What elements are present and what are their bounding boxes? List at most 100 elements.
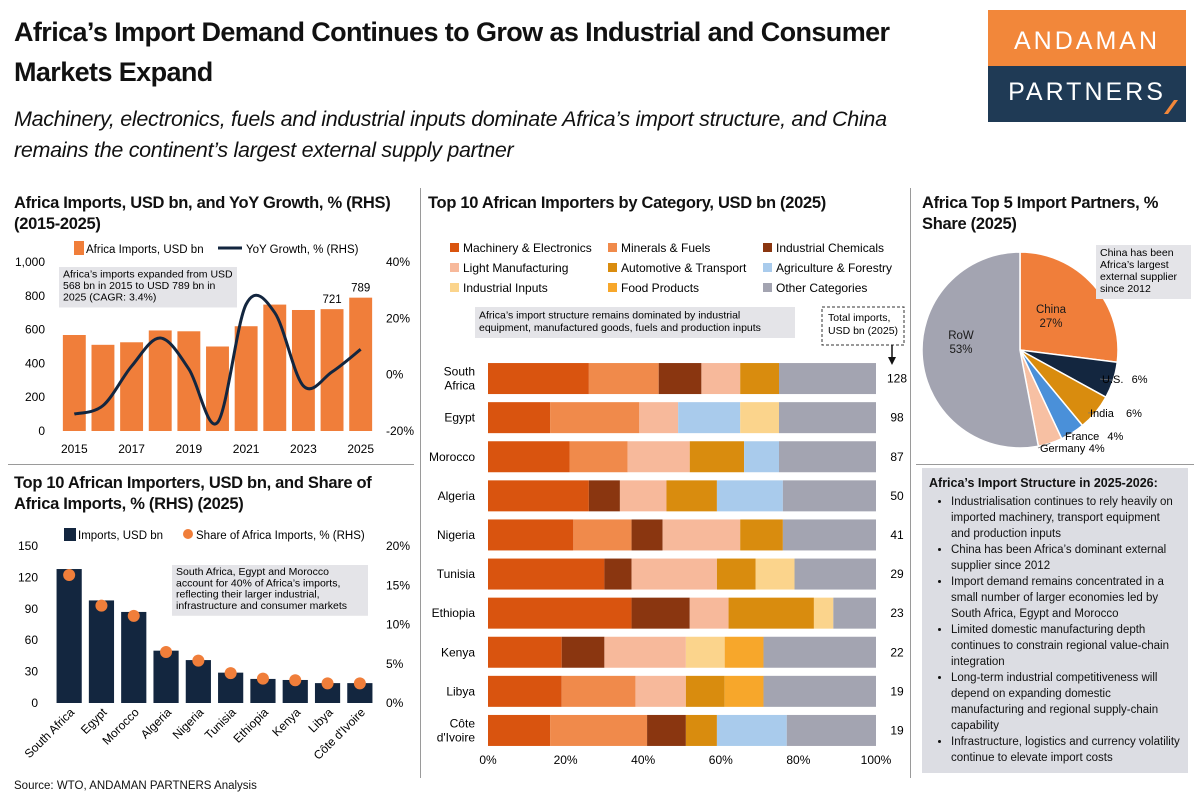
row-total: 19 bbox=[890, 723, 904, 737]
segment-other bbox=[779, 363, 876, 395]
point-share bbox=[224, 667, 237, 680]
slice-name: U.S. bbox=[1102, 374, 1123, 386]
row-total: 50 bbox=[890, 489, 904, 503]
segment-light_mfg bbox=[689, 597, 729, 629]
segment-other bbox=[833, 597, 876, 629]
bar-imports-2018 bbox=[148, 330, 172, 431]
slice-name: Germany bbox=[1040, 443, 1086, 455]
row-label: Morocco bbox=[429, 450, 475, 464]
x-tick-label: Kenya bbox=[269, 705, 303, 739]
slice-value: 53% bbox=[949, 344, 972, 356]
logo-line-2: PARTNERS bbox=[988, 66, 1186, 122]
row-label: Libya bbox=[446, 684, 475, 698]
row-total: 29 bbox=[890, 567, 904, 581]
y-tick-label: 90 bbox=[25, 602, 39, 616]
bar-c-te-d-ivoire bbox=[347, 683, 373, 703]
divider-left bbox=[420, 188, 421, 778]
y-tick-label: 0 bbox=[31, 696, 38, 710]
segment-machinery bbox=[488, 480, 589, 512]
slice-name: China bbox=[1036, 304, 1067, 316]
segment-machinery bbox=[488, 363, 589, 395]
chart4-annotation: China has been Africa’s largest external s… bbox=[1100, 247, 1178, 295]
slice-name: India bbox=[1090, 408, 1115, 420]
row-total: 98 bbox=[890, 411, 904, 425]
bar-imports-2017 bbox=[120, 342, 144, 431]
point-share bbox=[63, 569, 76, 582]
bar-imports-2023 bbox=[291, 309, 315, 431]
segment-chemicals bbox=[561, 636, 605, 668]
segment-agriculture bbox=[678, 402, 741, 434]
y-tick-label: 0 bbox=[38, 424, 45, 438]
x-tick-label: 40% bbox=[631, 753, 655, 767]
segment-industrial_inputs bbox=[813, 597, 834, 629]
legend-swatch-other bbox=[763, 283, 772, 292]
segment-minerals bbox=[550, 402, 640, 434]
line-yoy-growth bbox=[73, 293, 362, 426]
legend-label-food: Food Products bbox=[621, 281, 699, 295]
x-tick-label: Algeria bbox=[138, 705, 175, 742]
row-total: 128 bbox=[887, 372, 907, 386]
chart2-title: Top 10 African Importers, USD bn, and Sh… bbox=[14, 474, 372, 513]
segment-light_mfg bbox=[635, 675, 686, 707]
row-total: 87 bbox=[890, 450, 904, 464]
segment-minerals bbox=[569, 441, 628, 473]
data-label: 721 bbox=[322, 294, 341, 306]
takeaway-item: China has been Africa’s dominant externa… bbox=[951, 542, 1182, 574]
slice-value: 4% bbox=[1089, 443, 1105, 455]
takeaway-item: Import demand remains concentrated in a … bbox=[951, 574, 1182, 622]
y-tick-label: 600 bbox=[25, 323, 45, 337]
segment-automotive bbox=[740, 363, 779, 395]
chart-import-categories: Machinery & Electronics Minerals & Fuels I… bbox=[429, 241, 907, 767]
segment-automotive bbox=[728, 597, 814, 629]
legend-swatch-chemicals bbox=[763, 243, 772, 252]
segment-light_mfg bbox=[619, 480, 667, 512]
legend-label-minerals: Minerals & Fuels bbox=[621, 241, 710, 255]
x-tick-label: 2021 bbox=[233, 442, 260, 456]
slice-row bbox=[921, 251, 1040, 449]
segment-light_mfg bbox=[639, 402, 679, 434]
y2-tick-label: -20% bbox=[386, 424, 414, 438]
segment-machinery bbox=[488, 441, 570, 473]
point-share bbox=[95, 599, 108, 612]
slice-china bbox=[1019, 251, 1119, 364]
segment-chemicals bbox=[658, 363, 702, 395]
row-total: 41 bbox=[890, 528, 904, 542]
segment-other bbox=[779, 441, 876, 473]
point-share bbox=[256, 672, 269, 685]
row-label: Algeria bbox=[438, 489, 476, 503]
segment-industrial_inputs bbox=[685, 636, 725, 668]
page-subtitle: Machinery, electronics, fuels and indust… bbox=[14, 107, 887, 162]
segment-other bbox=[782, 519, 876, 551]
slice-value: 27% bbox=[1039, 318, 1062, 330]
segment-light_mfg bbox=[701, 363, 741, 395]
y-tick-label: 400 bbox=[25, 356, 45, 370]
segment-machinery bbox=[488, 558, 605, 590]
slice-value: 6% bbox=[1126, 408, 1142, 420]
y2-tick-label: 5% bbox=[386, 657, 404, 671]
segment-other bbox=[782, 480, 876, 512]
x-tick-label: 2019 bbox=[176, 442, 203, 456]
segment-automotive bbox=[689, 441, 745, 473]
slice-name: France bbox=[1065, 431, 1099, 443]
segment-other bbox=[794, 558, 876, 590]
bar-egypt bbox=[88, 600, 115, 703]
segment-other bbox=[786, 714, 876, 746]
data-label: 789 bbox=[351, 283, 370, 295]
chart1-title: Africa Imports, USD bn, and YoY Growth, … bbox=[14, 194, 391, 233]
takeaway-item: Limited domestic manufacturing depth con… bbox=[951, 622, 1182, 670]
legend-label-machinery: Machinery & Electronics bbox=[463, 241, 592, 255]
y2-tick-label: 40% bbox=[386, 255, 410, 269]
segment-agriculture bbox=[716, 714, 787, 746]
legend-swatch-food bbox=[608, 283, 617, 292]
segment-machinery bbox=[488, 675, 562, 707]
bar-morocco bbox=[121, 611, 147, 703]
segment-machinery bbox=[488, 597, 632, 629]
slice-leader bbox=[1099, 378, 1114, 381]
segment-other bbox=[763, 675, 876, 707]
x-tick-label: 2023 bbox=[290, 442, 317, 456]
segment-automotive bbox=[685, 714, 717, 746]
y2-tick-label: 20% bbox=[386, 311, 410, 325]
bar-imports-2021 bbox=[234, 326, 258, 431]
segment-food bbox=[724, 675, 764, 707]
bar-libya bbox=[314, 683, 341, 703]
